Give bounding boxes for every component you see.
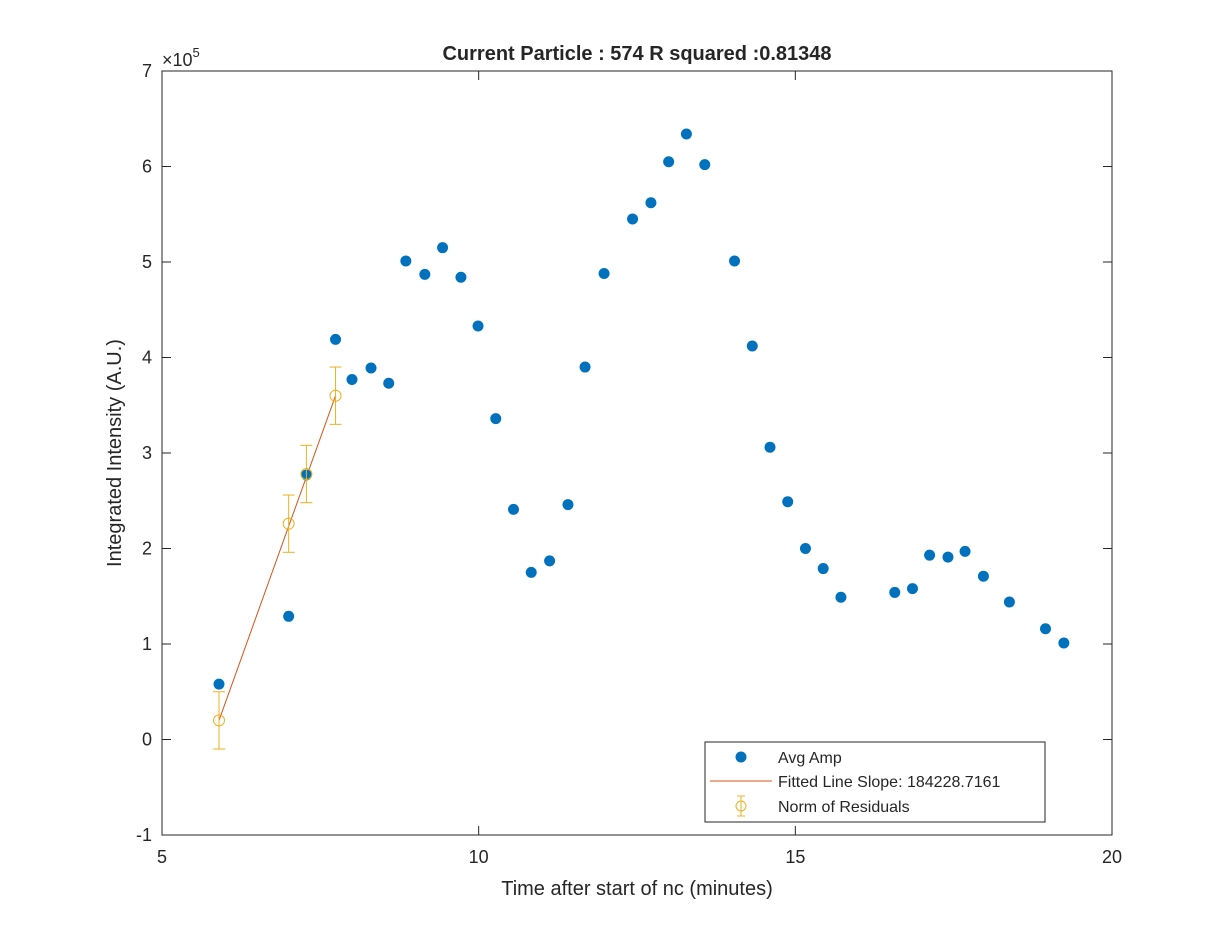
legend-box bbox=[704, 741, 1046, 823]
avg-amp-point bbox=[746, 340, 758, 352]
avg-amp-point bbox=[764, 441, 776, 453]
avg-amp-point bbox=[942, 551, 954, 563]
avg-amp-point bbox=[544, 555, 556, 567]
avg-amp-point bbox=[598, 267, 610, 279]
avg-amp-point bbox=[663, 156, 675, 168]
y-tick-label: 6 bbox=[142, 157, 152, 177]
legend-residuals-marker bbox=[735, 795, 747, 817]
axes: 5 10 15 20 -1 0 1 2 3 4 5 6 7 bbox=[136, 61, 1122, 867]
avg-amp-point bbox=[889, 586, 901, 598]
x-tick-label: 15 bbox=[785, 847, 805, 867]
y-exponent-power: 5 bbox=[193, 45, 200, 60]
y-tick-label: 2 bbox=[142, 539, 152, 559]
avg-amp-point bbox=[1003, 596, 1015, 608]
residual-marker bbox=[329, 389, 342, 402]
plot-area bbox=[162, 71, 1112, 835]
avg-amp-point bbox=[508, 503, 519, 515]
legend-avg-amp-marker bbox=[735, 751, 747, 763]
residual-errorbar bbox=[329, 366, 342, 425]
avg-amp-point bbox=[959, 545, 971, 557]
y-tick-label: 0 bbox=[142, 730, 152, 750]
plot-background bbox=[162, 71, 1112, 835]
y-axis-label: Integrated Intensity (A.U.) bbox=[104, 339, 126, 567]
x-tick-label: 10 bbox=[469, 847, 489, 867]
residual-errorbar bbox=[282, 494, 295, 553]
y-tick-label: 7 bbox=[142, 61, 152, 81]
y-exponent-base: ×10 bbox=[162, 50, 193, 70]
avg-amp-point bbox=[437, 242, 449, 254]
legend-fitted-line-label: Fitted Line Slope: 184228.7161 bbox=[778, 774, 1001, 791]
data-marks bbox=[213, 128, 1070, 750]
avg-amp-point bbox=[645, 197, 657, 209]
avg-amp-point bbox=[782, 496, 794, 508]
avg-amp-point bbox=[283, 610, 295, 622]
y-tick-label: 5 bbox=[142, 252, 152, 272]
chart-title: Current Particle : 574 R squared :0.8134… bbox=[442, 43, 831, 65]
legend-avg-amp-label: Avg Amp bbox=[778, 750, 842, 767]
avg-amp-point bbox=[977, 570, 989, 582]
avg-amp-point bbox=[680, 128, 692, 140]
fitted-line bbox=[218, 395, 337, 721]
avg-amp-point bbox=[729, 255, 741, 267]
avg-amp-point bbox=[562, 499, 574, 511]
x-tick-label: 5 bbox=[157, 847, 167, 867]
avg-amp-point bbox=[924, 549, 936, 561]
y-tick-label: -1 bbox=[136, 825, 152, 845]
y-tick-label: 3 bbox=[142, 443, 152, 463]
avg-amp-point bbox=[490, 413, 502, 425]
avg-amp-point bbox=[817, 563, 829, 575]
avg-amp-point bbox=[579, 361, 591, 373]
avg-amp-point bbox=[419, 268, 431, 280]
legend-residuals-label: Norm of Residuals bbox=[778, 799, 910, 816]
y-tick-label: 4 bbox=[142, 348, 152, 368]
y-exponent-label: ×105 bbox=[162, 45, 200, 70]
avg-amp-point bbox=[907, 583, 918, 595]
avg-amp-point bbox=[346, 373, 358, 385]
avg-amp-point bbox=[1040, 623, 1051, 635]
avg-amp-point bbox=[330, 333, 342, 345]
avg-amp-point bbox=[799, 543, 811, 554]
avg-amp-point bbox=[835, 591, 847, 603]
avg-amp-point bbox=[699, 159, 711, 171]
residual-marker bbox=[282, 517, 295, 530]
avg-amp-point bbox=[472, 320, 484, 332]
x-axis-label: Time after start of nc (minutes) bbox=[501, 878, 773, 900]
avg-amp-point bbox=[1058, 637, 1070, 649]
avg-amp-point bbox=[383, 377, 395, 389]
residual-errorbar bbox=[300, 444, 313, 504]
legend: Avg Amp Fitted Line Slope: 184228.7161 N… bbox=[704, 741, 1046, 823]
residual-errorbar bbox=[213, 691, 225, 750]
avg-amp-point bbox=[213, 678, 225, 690]
residual-marker bbox=[300, 468, 313, 481]
avg-amp-point bbox=[627, 213, 639, 225]
y-tick-label: 1 bbox=[142, 634, 152, 654]
x-tick-label: 20 bbox=[1102, 847, 1122, 867]
avg-amp-point bbox=[455, 271, 467, 283]
avg-amp-point bbox=[400, 255, 412, 267]
avg-amp-point bbox=[365, 362, 377, 374]
avg-amp-point bbox=[525, 566, 537, 578]
residual-marker bbox=[213, 714, 225, 727]
